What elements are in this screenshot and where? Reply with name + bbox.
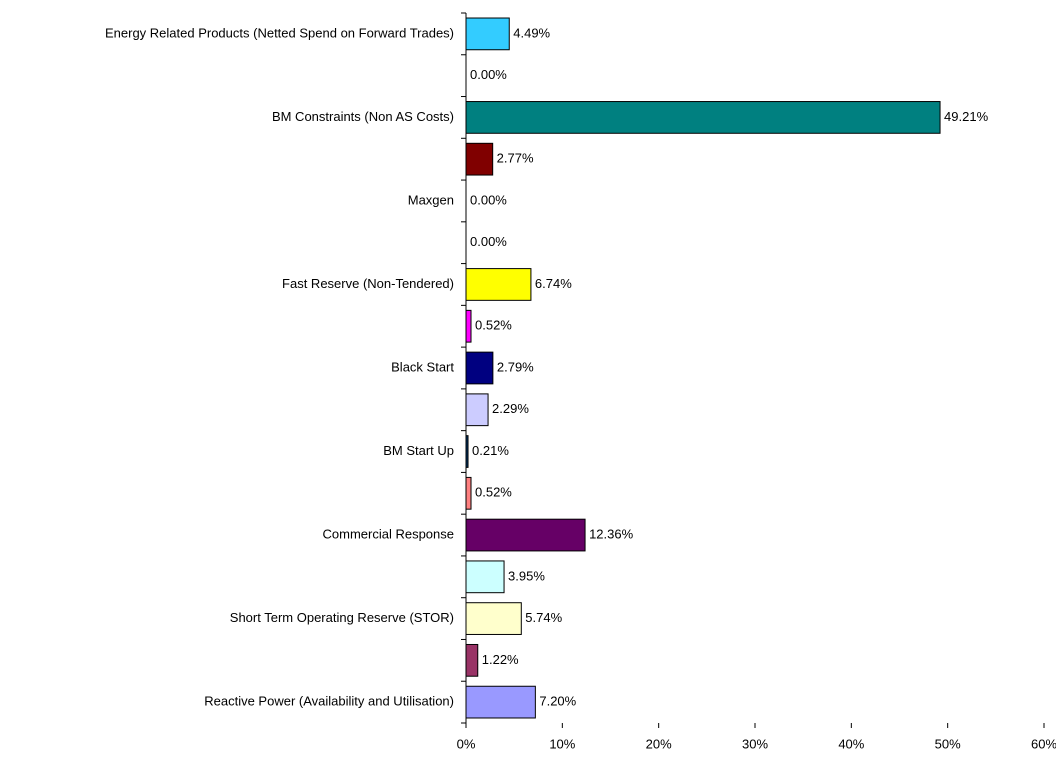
data-label: 7.20% — [539, 694, 576, 709]
data-label: 0.21% — [472, 443, 509, 458]
bar — [465, 142, 494, 176]
data-label: 0.00% — [470, 234, 507, 249]
bar — [465, 685, 536, 719]
bar — [465, 351, 494, 385]
x-tick-label: 10% — [549, 736, 575, 751]
data-label: 3.95% — [508, 568, 545, 583]
x-tick-label: 30% — [742, 736, 768, 751]
y-tick-label: Energy Related Products (Netted Spend on… — [105, 25, 454, 40]
bar — [465, 101, 941, 134]
x-tick-label: 20% — [646, 736, 672, 751]
y-tick-label: Commercial Response — [323, 526, 455, 541]
data-label: 4.49% — [513, 25, 550, 40]
data-label: 12.36% — [589, 526, 634, 541]
data-label: 49.21% — [944, 109, 989, 124]
data-label: 0.00% — [470, 67, 507, 82]
data-label: 2.29% — [492, 401, 529, 416]
y-tick-label: BM Constraints (Non AS Costs) — [272, 109, 454, 124]
x-tick-label: 0% — [457, 736, 476, 751]
bar — [465, 268, 532, 301]
bar — [465, 393, 489, 427]
data-label: 5.74% — [525, 610, 562, 625]
y-tick-label: Fast Reserve (Non-Tendered) — [282, 276, 454, 291]
bar — [465, 643, 479, 677]
data-label: 0.52% — [475, 485, 512, 500]
y-tick-label: Short Term Operating Reserve (STOR) — [230, 610, 454, 625]
bar — [465, 17, 510, 51]
data-label: 0.52% — [475, 318, 512, 333]
bar — [465, 602, 522, 635]
x-tick-label: 50% — [935, 736, 961, 751]
data-label: 1.22% — [482, 652, 519, 667]
x-tick-label: 60% — [1031, 736, 1056, 751]
y-tick-label: BM Start Up — [383, 443, 454, 458]
bar — [465, 560, 505, 594]
bar — [465, 309, 472, 343]
bar — [465, 518, 586, 552]
data-label: 6.74% — [535, 276, 572, 291]
data-label: 2.77% — [497, 151, 534, 166]
y-tick-label: Black Start — [391, 359, 454, 374]
y-tick-label: Reactive Power (Availability and Utilisa… — [204, 694, 454, 709]
bar — [465, 476, 472, 510]
data-label: 2.79% — [497, 359, 534, 374]
x-tick-label: 40% — [838, 736, 864, 751]
y-tick-label: Maxgen — [408, 192, 454, 207]
data-label: 0.00% — [470, 192, 507, 207]
bar — [465, 435, 469, 468]
